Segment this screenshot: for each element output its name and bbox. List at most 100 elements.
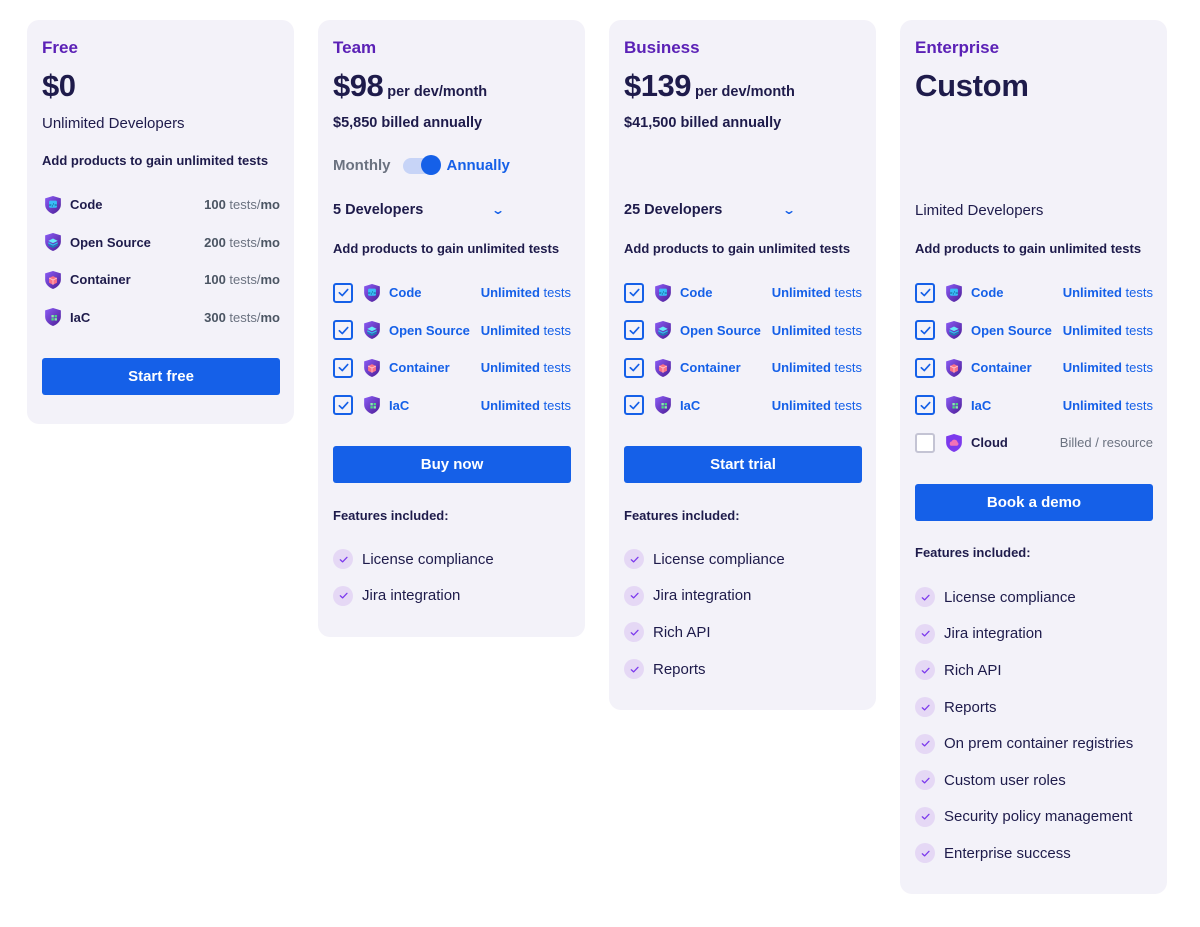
billing-toggle-switch[interactable] — [402, 154, 441, 175]
product-row-code[interactable]: </> Code Unlimited tests — [915, 274, 1153, 312]
quota-count: 300 — [204, 309, 226, 325]
container-shield-icon — [42, 269, 64, 291]
check-icon — [915, 623, 935, 644]
product-quota: Unlimited tests — [1063, 398, 1153, 413]
product-quota: Unlimited tests — [772, 360, 862, 375]
product-checkbox[interactable] — [333, 282, 353, 303]
feature-item: Jira integration — [333, 578, 494, 615]
plan-price: $98 — [333, 68, 384, 103]
product-row-iac[interactable]: IaC Unlimited tests — [915, 387, 1153, 425]
developers-dropdown-value: 25 Developers — [624, 202, 723, 218]
product-row-open-source: Open Source 200 tests/mo — [42, 224, 280, 262]
product-checkbox[interactable] — [333, 320, 353, 341]
code-shield-icon: </> — [943, 282, 965, 304]
product-row-code: </> Code 100 tests/mo — [42, 186, 280, 224]
product-checkbox[interactable] — [624, 320, 644, 341]
product-list: </> Code 100 tests/mo Open Source 200 tests/… — [42, 186, 280, 336]
product-quota: 100 tests/mo — [204, 197, 280, 212]
product-name: Container — [389, 360, 450, 376]
product-quota: 100 tests/mo — [204, 272, 280, 287]
feature-label: License compliance — [362, 550, 494, 568]
product-row-open-source[interactable]: Open Source Unlimited tests — [333, 312, 571, 350]
feature-item: License compliance — [624, 541, 785, 578]
container-shield-icon — [943, 357, 965, 379]
quota-count: Unlimited — [1062, 322, 1122, 338]
feature-item: License compliance — [915, 579, 1133, 616]
buy-now-button[interactable]: Buy now — [333, 446, 571, 483]
toggle-annually-label[interactable]: Annually — [446, 157, 510, 174]
svg-text:</>: </> — [950, 290, 959, 296]
container-shield-icon — [652, 357, 674, 379]
product-checkbox[interactable] — [915, 282, 935, 303]
quota-unit: tests — [539, 360, 571, 376]
product-checkbox[interactable] — [915, 432, 935, 453]
product-checkbox[interactable] — [915, 395, 935, 416]
feature-label: Rich API — [944, 661, 1002, 679]
product-name: Open Source — [680, 322, 761, 338]
check-icon — [915, 697, 935, 718]
product-row-code[interactable]: </> Code Unlimited tests — [333, 274, 571, 312]
start-trial-button[interactable]: Start trial — [624, 446, 862, 483]
book-demo-button[interactable]: Book a demo — [915, 484, 1153, 521]
feature-label: License compliance — [944, 588, 1076, 606]
product-row-iac: IaC 300 tests/mo — [42, 299, 280, 337]
quota-unit: tests/ — [225, 309, 261, 325]
feature-label: Reports — [944, 698, 997, 716]
product-checkbox[interactable] — [333, 395, 353, 416]
product-checkbox[interactable] — [624, 282, 644, 303]
product-row-container[interactable]: Container Unlimited tests — [624, 349, 862, 387]
product-name: Code — [70, 197, 103, 213]
plan-card-enterprise: Enterprise Custom Limited Developers Add… — [900, 20, 1167, 894]
feature-item: Reports — [624, 651, 785, 688]
plan-card-business: Business $139 per dev/month $41,500 bill… — [609, 20, 876, 710]
product-list: </> Code Unlimited tests Open Source Unlimit… — [333, 274, 571, 424]
check-icon — [915, 660, 935, 681]
product-checkbox[interactable] — [915, 320, 935, 341]
product-row-iac[interactable]: IaC Unlimited tests — [333, 387, 571, 425]
product-name: Open Source — [70, 234, 151, 250]
price-row: $139 per dev/month — [624, 68, 795, 104]
iac-shield-icon — [652, 394, 674, 416]
quota-period: mo — [260, 234, 281, 250]
product-row-container[interactable]: Container Unlimited tests — [333, 349, 571, 387]
plan-price: Custom — [915, 68, 1029, 103]
start-free-button[interactable]: Start free — [42, 358, 280, 395]
add-products-note: Add products to gain unlimited tests — [624, 241, 851, 256]
product-name: Container — [971, 360, 1032, 376]
product-checkbox[interactable] — [333, 357, 353, 378]
code-shield-icon: </> — [361, 282, 383, 304]
product-name: Code — [971, 285, 1004, 301]
product-list: </> Code Unlimited tests Open Source Unlimit… — [915, 274, 1153, 462]
quota-count: Unlimited — [480, 285, 540, 301]
product-row-code[interactable]: </> Code Unlimited tests — [624, 274, 862, 312]
quota-count: Unlimited — [771, 285, 831, 301]
feature-item: Security policy management — [915, 799, 1133, 836]
product-checkbox[interactable] — [915, 357, 935, 378]
product-row-container: Container 100 tests/mo — [42, 261, 280, 299]
svg-text:</>: </> — [49, 202, 58, 208]
product-quota: Unlimited tests — [772, 323, 862, 338]
plan-card-free: Free $0 Unlimited Developers Add product… — [27, 20, 294, 424]
product-name: IaC — [971, 397, 992, 413]
product-row-container[interactable]: Container Unlimited tests — [915, 349, 1153, 387]
feature-label: Security policy management — [944, 808, 1133, 826]
check-icon — [915, 587, 935, 608]
product-billing-note: Billed / resource — [1059, 435, 1153, 451]
open-source-shield-icon — [652, 319, 674, 341]
features-title: Features included: — [624, 508, 740, 523]
product-row-cloud[interactable]: Cloud Billed / resource — [915, 424, 1153, 462]
toggle-monthly-label[interactable]: Monthly — [333, 157, 391, 174]
product-row-open-source[interactable]: Open Source Unlimited tests — [624, 312, 862, 350]
product-checkbox[interactable] — [624, 357, 644, 378]
product-checkbox[interactable] — [624, 395, 644, 416]
developers-dropdown[interactable]: 5 Developers ⌄ — [333, 202, 505, 218]
product-row-open-source[interactable]: Open Source Unlimited tests — [915, 312, 1153, 350]
billed-annually: $41,500 billed annually — [624, 115, 782, 131]
quota-period: mo — [260, 197, 281, 213]
product-row-iac[interactable]: IaC Unlimited tests — [624, 387, 862, 425]
feature-item: Rich API — [915, 652, 1133, 689]
developers-dropdown[interactable]: 25 Developers ⌄ — [624, 202, 796, 218]
quota-count: Unlimited — [771, 397, 831, 413]
quota-count: Unlimited — [480, 397, 540, 413]
developers-label: Unlimited Developers — [42, 115, 185, 132]
